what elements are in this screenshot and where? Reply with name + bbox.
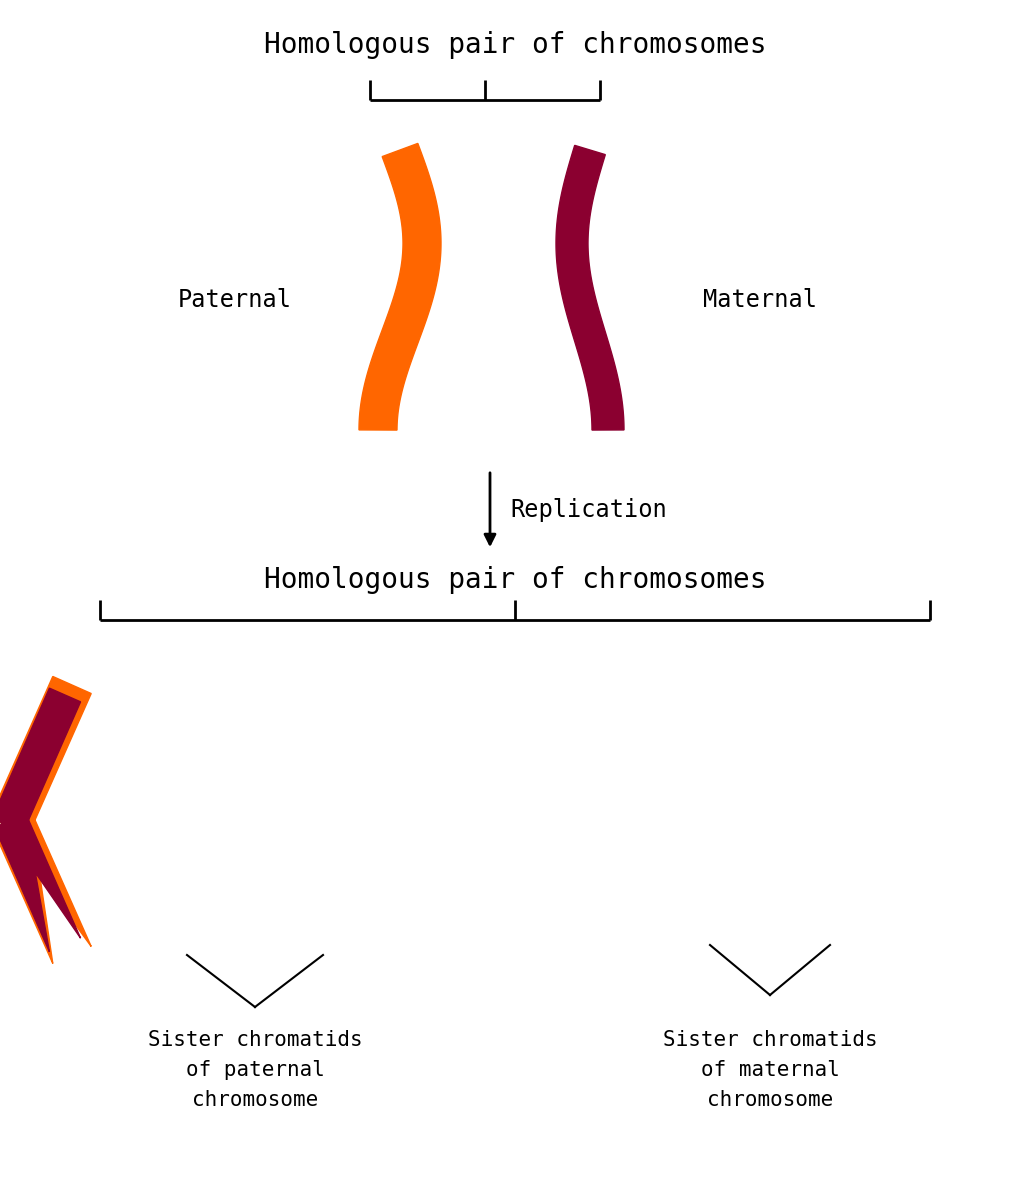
Polygon shape [0,688,80,952]
Text: Sister chromatids
of paternal
chromosome: Sister chromatids of paternal chromosome [147,1031,362,1110]
Text: Paternal: Paternal [178,288,292,312]
Polygon shape [0,688,4,952]
Polygon shape [359,144,441,430]
Polygon shape [0,677,91,964]
Text: Replication: Replication [510,498,667,522]
Polygon shape [556,145,624,430]
Text: Homologous pair of chromosomes: Homologous pair of chromosomes [264,566,766,594]
Text: Sister chromatids
of maternal
chromosome: Sister chromatids of maternal chromosome [663,1031,877,1110]
Text: Maternal: Maternal [703,288,817,312]
Text: Homologous pair of chromosomes: Homologous pair of chromosomes [264,31,766,59]
Polygon shape [0,677,6,964]
